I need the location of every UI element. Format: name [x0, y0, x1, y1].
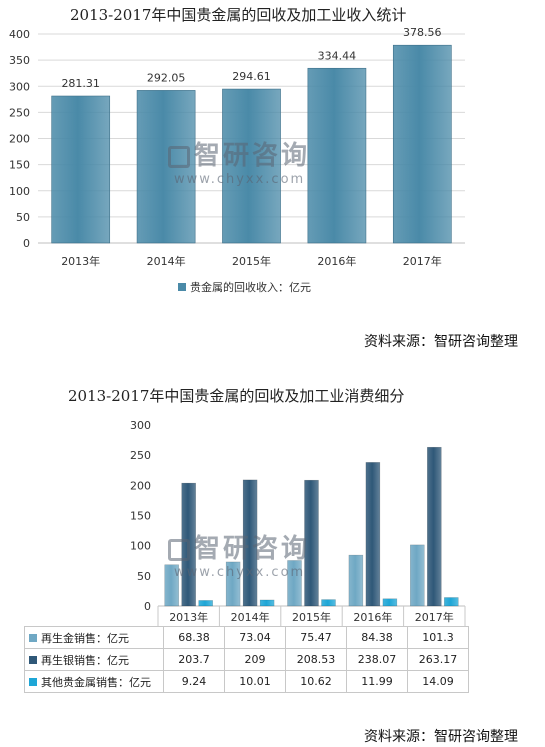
bar — [382, 598, 398, 607]
bar — [410, 544, 425, 607]
table-cell: 10.01 — [224, 670, 286, 693]
table-cell: 263.17 — [407, 648, 469, 671]
chart1-title: 2013-2017年中国贵金属的回收及加工业收入统计 — [70, 6, 407, 24]
y-tick-label: 50 — [137, 570, 151, 583]
y-tick-label: 150 — [130, 510, 151, 523]
y-tick-label: 100 — [130, 540, 151, 553]
y-tick-label: 300 — [9, 80, 30, 93]
bar — [304, 479, 319, 607]
chart1-plot: 0 50 100 150 200 250 300 350 400 281.31 2013年 292.0… — [9, 26, 465, 294]
table-cell: 209 — [224, 648, 286, 671]
series-name: 再生银销售：亿元 — [41, 653, 129, 667]
x-tick-label: 2014年 — [231, 610, 270, 624]
bar — [427, 446, 442, 607]
legend-label: 贵金属的回收收入：亿元 — [190, 280, 311, 294]
series-name: 其他贵金属销售：亿元 — [41, 675, 151, 689]
y-tick-label: 100 — [9, 185, 30, 198]
table-cell: 75.47 — [285, 626, 347, 649]
bar — [225, 561, 241, 607]
chart2-data-table: 再生金销售：亿元 68.38 73.04 75.47 84.38 101.3 再… — [24, 626, 469, 693]
x-tick-label: 2014年 — [147, 254, 186, 268]
y-tick-label: 350 — [9, 54, 30, 67]
chart2-title: 2013-2017年中国贵金属的回收及加工业消费细分 — [68, 387, 405, 405]
x-tick-label: 2016年 — [353, 610, 392, 624]
bar — [51, 95, 111, 244]
data-label: 334.44 — [318, 49, 357, 62]
bar — [198, 600, 213, 607]
x-tick-label: 2017年 — [403, 254, 442, 268]
bar — [348, 554, 364, 607]
x-tick-label: 2015年 — [292, 610, 331, 624]
y-tick-label: 200 — [9, 133, 30, 146]
table-cell: 84.38 — [346, 626, 408, 649]
y-tick-label: 150 — [9, 159, 30, 172]
y-tick-label: 0 — [144, 600, 151, 613]
bar — [164, 564, 179, 607]
x-tick-label: 2015年 — [232, 254, 271, 268]
x-tick-label: 2016年 — [317, 254, 356, 268]
y-tick-label: 300 — [130, 419, 151, 432]
bar — [444, 597, 459, 607]
table-row: 再生银销售：亿元 203.7 209 208.53 238.07 263.17 — [24, 648, 469, 671]
table-row: 其他贵金属销售：亿元 9.24 10.01 10.62 11.99 14.09 — [24, 670, 469, 693]
bar — [287, 560, 302, 607]
x-tick-label: 2017年 — [415, 610, 454, 624]
y-tick-label: 200 — [130, 479, 151, 492]
table-cell: 9.24 — [163, 670, 225, 693]
data-label: 292.05 — [147, 71, 186, 84]
bar — [259, 599, 275, 607]
table-cell: 10.62 — [285, 670, 347, 693]
chart1-source: 资料来源：智研咨询整理 — [364, 334, 518, 350]
series-name: 再生金销售：亿元 — [41, 631, 129, 645]
table-row: 再生金销售：亿元 68.38 73.04 75.47 84.38 101.3 — [24, 626, 469, 649]
y-tick-label: 250 — [130, 449, 151, 462]
y-tick-label: 50 — [16, 211, 30, 224]
table-cell: 68.38 — [163, 626, 225, 649]
bar — [321, 599, 336, 607]
x-tick-label: 2013年 — [169, 610, 208, 624]
data-label: 378.56 — [403, 26, 442, 39]
bar — [222, 88, 281, 244]
chart2-source: 资料来源：智研咨询整理 — [364, 729, 518, 745]
table-cell: 208.53 — [285, 648, 347, 671]
legend-key-other — [29, 677, 37, 686]
y-tick-label: 250 — [9, 106, 30, 119]
data-label: 294.61 — [232, 70, 271, 83]
bar — [307, 67, 367, 244]
y-tick-label: 0 — [23, 237, 30, 250]
bar — [181, 482, 196, 607]
table-cell: 73.04 — [224, 626, 286, 649]
table-cell: 14.09 — [407, 670, 469, 693]
legend-key-silver — [29, 655, 37, 664]
table-cell: 203.7 — [163, 648, 225, 671]
table-cell: 11.99 — [346, 670, 408, 693]
y-tick-label: 400 — [9, 28, 30, 41]
bar — [392, 44, 452, 244]
legend-key — [178, 283, 186, 291]
bar — [242, 479, 258, 607]
table-cell: 101.3 — [407, 626, 469, 649]
chart2-plot: 0 50 100 150 200 250 300 2013年 2014年 2015年 2016年 20… — [130, 419, 466, 626]
data-label: 281.31 — [61, 77, 100, 90]
table-cell: 238.07 — [346, 648, 408, 671]
bar — [365, 462, 381, 607]
legend-key-gold — [29, 633, 37, 642]
x-tick-label: 2013年 — [61, 254, 100, 268]
